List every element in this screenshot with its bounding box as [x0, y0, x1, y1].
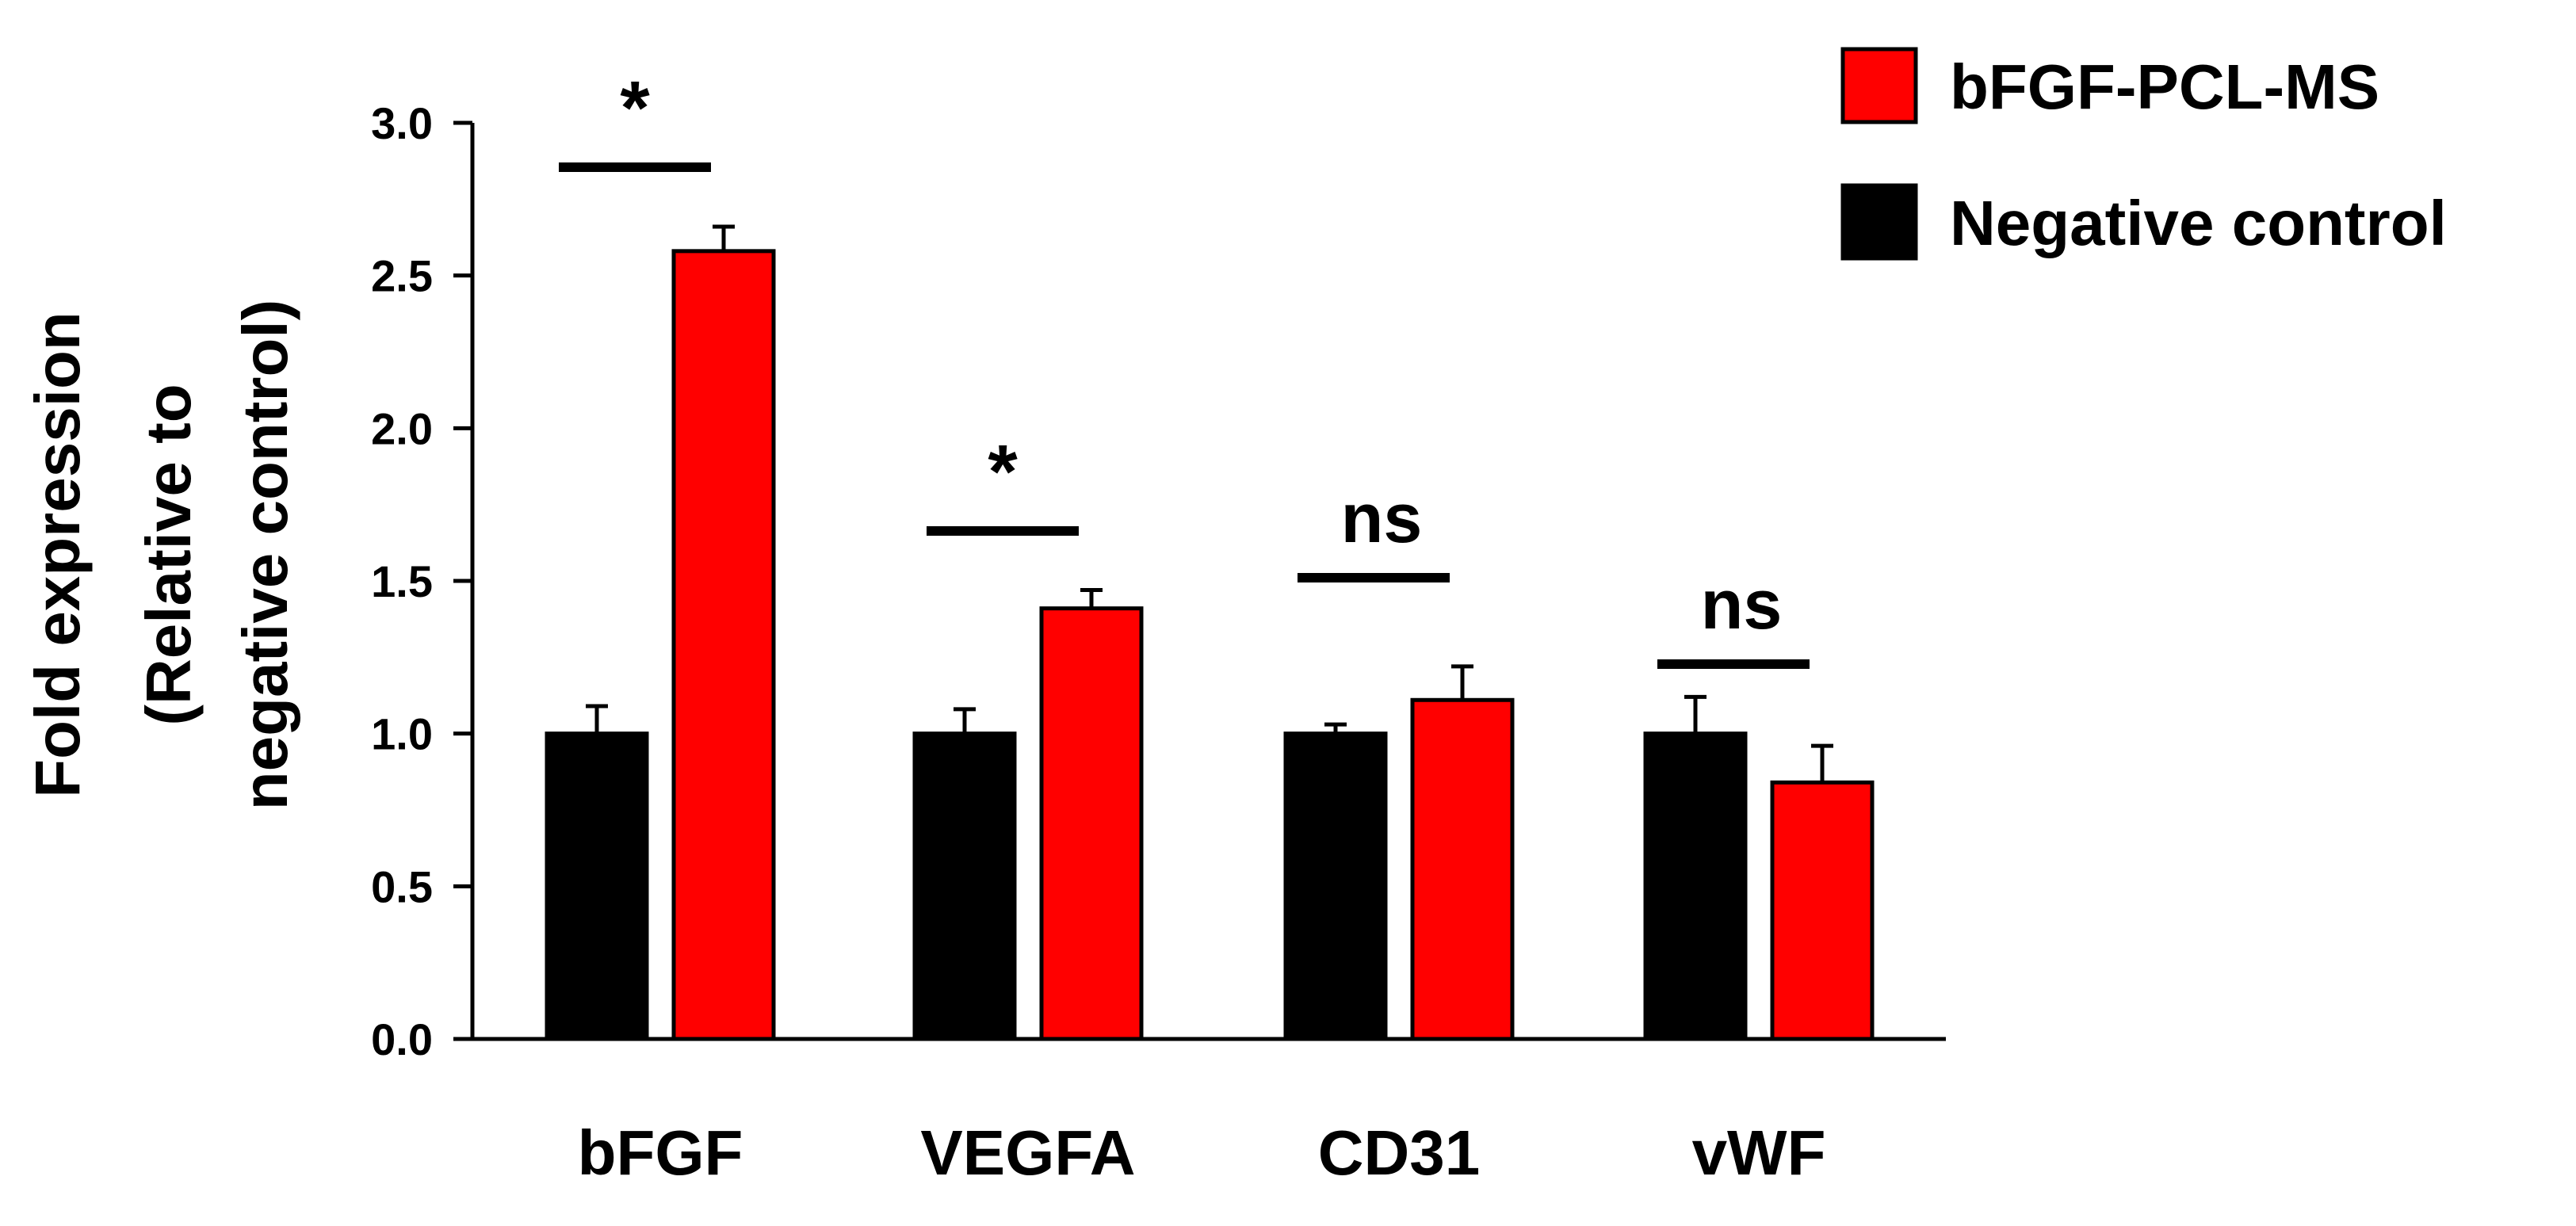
bar — [1770, 780, 1875, 1041]
y-tick-label: 0.0 — [371, 1014, 433, 1064]
significance-label: ns — [1341, 479, 1423, 557]
x-axis: bFGF VEGFA CD31 vWF — [472, 1037, 1946, 1188]
y-tick-label: 1.5 — [371, 556, 433, 606]
significance-label: * — [988, 430, 1018, 514]
y-tick-label: 2.5 — [371, 251, 433, 301]
bar — [912, 731, 1017, 1041]
bar — [671, 249, 776, 1041]
y-tick-label: 1.0 — [371, 709, 433, 759]
legend: bFGF-PCL-MS Negative control — [1840, 47, 2447, 261]
y-axis-label-line: negative control) — [230, 300, 300, 811]
y-tick-label: 0.5 — [371, 861, 433, 911]
bar — [1643, 731, 1748, 1041]
y-axis-label-line: Fold expression — [22, 311, 93, 797]
bar — [545, 731, 649, 1041]
bar — [1283, 731, 1388, 1041]
bars — [545, 224, 1875, 1041]
x-tick-label: bFGF — [578, 1117, 743, 1188]
legend-swatch — [1840, 183, 1918, 261]
y-axis: 0.0 0.5 1.0 1.5 2.0 2.5 3.0 — [371, 98, 475, 1064]
x-tick-label: CD31 — [1318, 1117, 1481, 1188]
x-tick-label: VEGFA — [920, 1117, 1135, 1188]
bar — [1039, 606, 1144, 1041]
y-tick-label: 2.0 — [371, 403, 433, 453]
legend-label: bFGF-PCL-MS — [1950, 52, 2379, 122]
significance-label: * — [620, 66, 650, 151]
y-axis-label: Fold expression (Relative to negative cont… — [22, 300, 300, 811]
significance-label: ns — [1701, 565, 1783, 644]
y-axis-label-line: (Relative to — [133, 384, 204, 725]
legend-swatch — [1840, 47, 1918, 124]
legend-label: Negative control — [1950, 188, 2447, 258]
y-tick-label: 3.0 — [371, 98, 433, 148]
x-tick-label: vWF — [1692, 1117, 1826, 1188]
significance-markers: * * ns ns — [559, 66, 1810, 669]
bar — [1410, 697, 1515, 1041]
